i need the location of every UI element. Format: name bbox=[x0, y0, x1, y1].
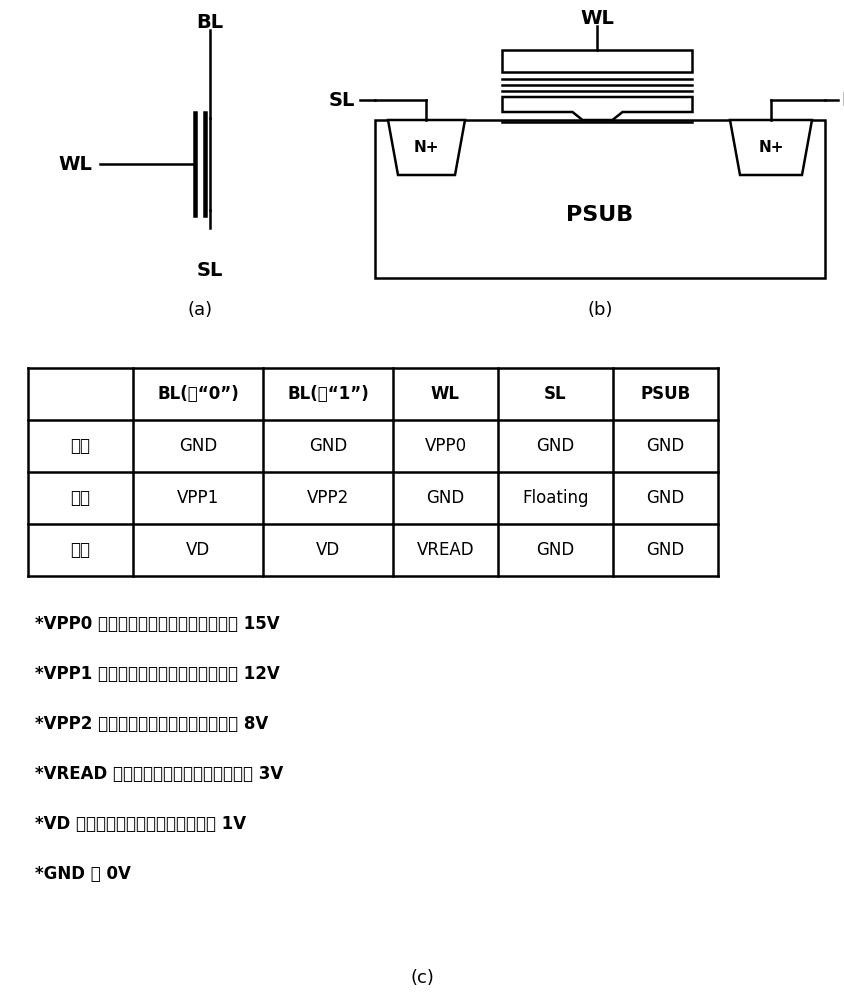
Text: BL(写“1”): BL(写“1”) bbox=[287, 385, 369, 403]
Text: *VPP0 根据需要可上下浮动，典型值为 15V: *VPP0 根据需要可上下浮动，典型值为 15V bbox=[35, 615, 279, 633]
Text: (c): (c) bbox=[409, 969, 434, 987]
Text: *VD 根据需要可上下浮动，典型值为 1V: *VD 根据需要可上下浮动，典型值为 1V bbox=[35, 815, 246, 833]
Text: VPP1: VPP1 bbox=[176, 489, 219, 507]
Text: WL: WL bbox=[580, 8, 614, 27]
Text: VPP2: VPP2 bbox=[306, 489, 349, 507]
Text: BL(写“0”): BL(写“0”) bbox=[157, 385, 239, 403]
Text: N+: N+ bbox=[757, 140, 783, 155]
Text: GND: GND bbox=[646, 541, 684, 559]
Text: WL: WL bbox=[430, 385, 459, 403]
Text: 写入: 写入 bbox=[70, 489, 90, 507]
Bar bbox=[375, 120, 824, 278]
Text: GND: GND bbox=[646, 489, 684, 507]
Text: 擦除: 擦除 bbox=[70, 437, 90, 455]
Text: GND: GND bbox=[646, 437, 684, 455]
Text: VD: VD bbox=[186, 541, 210, 559]
Text: GND: GND bbox=[309, 437, 347, 455]
Text: *VPP2 根据需要可上下浮动，典型值为 8V: *VPP2 根据需要可上下浮动，典型值为 8V bbox=[35, 715, 268, 733]
Polygon shape bbox=[502, 97, 692, 120]
Text: SL: SL bbox=[328, 91, 354, 109]
Text: GND: GND bbox=[179, 437, 217, 455]
Text: *GND 为 0V: *GND 为 0V bbox=[35, 865, 131, 883]
Text: VD: VD bbox=[316, 541, 340, 559]
Text: (b): (b) bbox=[587, 301, 612, 319]
Text: BL: BL bbox=[840, 91, 844, 109]
Text: WL: WL bbox=[58, 154, 92, 174]
Text: 读取: 读取 bbox=[70, 541, 90, 559]
Text: VPP0: VPP0 bbox=[424, 437, 466, 455]
Text: *VPP1 根据需要可上下浮动，典型值为 12V: *VPP1 根据需要可上下浮动，典型值为 12V bbox=[35, 665, 279, 683]
Text: N+: N+ bbox=[414, 140, 439, 155]
Text: GND: GND bbox=[536, 541, 574, 559]
Polygon shape bbox=[387, 120, 464, 175]
Text: PSUB: PSUB bbox=[565, 205, 633, 225]
Text: SL: SL bbox=[197, 260, 223, 279]
Text: VREAD: VREAD bbox=[416, 541, 473, 559]
Polygon shape bbox=[729, 120, 811, 175]
Text: Floating: Floating bbox=[522, 489, 588, 507]
Text: BL: BL bbox=[196, 12, 224, 31]
Text: PSUB: PSUB bbox=[640, 385, 690, 403]
Text: GND: GND bbox=[426, 489, 464, 507]
Text: GND: GND bbox=[536, 437, 574, 455]
Text: *VREAD 根据需要可上下浮动，典型值为 3V: *VREAD 根据需要可上下浮动，典型值为 3V bbox=[35, 765, 283, 783]
Text: SL: SL bbox=[544, 385, 566, 403]
Text: (a): (a) bbox=[187, 301, 213, 319]
Bar bbox=[502, 50, 692, 72]
